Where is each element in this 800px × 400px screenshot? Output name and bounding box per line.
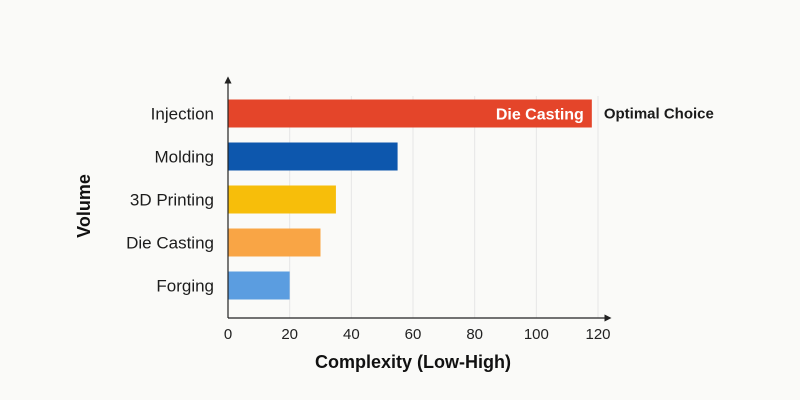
x-tick-label: 60 [405,326,422,343]
x-tick-label: 80 [466,326,483,343]
x-tick-label: 0 [224,326,232,343]
x-tick-label: 120 [585,326,610,343]
callout-annotation: Optimal Choice [604,106,714,123]
category-label: Forging [156,277,214,296]
bar-data-label: Die Casting [496,107,584,124]
bars [228,99,592,300]
x-tick-label: 100 [524,326,549,343]
category-label: Molding [154,148,214,167]
bar [228,142,398,171]
bar [228,185,336,214]
bar [228,271,290,300]
y-axis-title: Volume [74,174,94,238]
bar [228,99,592,128]
x-axis-title: Complexity (Low-High) [315,352,511,372]
category-label: Die Casting [126,234,214,253]
category-label: Injection [151,105,214,124]
x-tick-label: 20 [281,326,298,343]
labels: 0 20 40 60 80 100 120 Injection Molding 3D Printi… [126,105,714,344]
bar [228,228,321,257]
axes [224,76,612,322]
x-tick-label: 40 [343,326,360,343]
category-label: 3D Printing [130,191,214,210]
